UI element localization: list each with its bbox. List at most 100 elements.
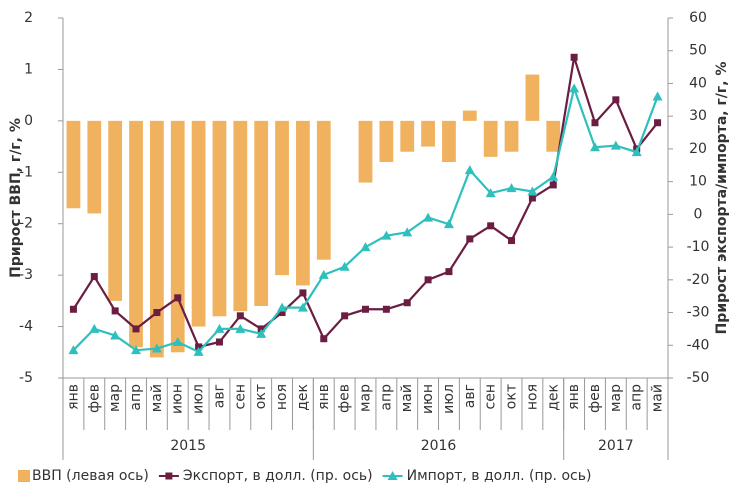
y2-tick-label: 60 [689, 10, 707, 26]
marker [423, 213, 433, 222]
legend-label: Импорт, в долл. (пр. ось) [407, 468, 592, 484]
group-label: 2017 [598, 438, 634, 454]
bar [254, 121, 268, 306]
x-tick-label: фев [86, 384, 102, 413]
bar [546, 121, 560, 152]
bar [505, 121, 519, 152]
x-tick-label: авг [462, 384, 478, 408]
bar [296, 121, 310, 286]
marker [404, 299, 411, 306]
legend-swatch [18, 470, 30, 482]
bar [275, 121, 289, 275]
y2-tick-label: 50 [689, 43, 707, 59]
bar [129, 121, 143, 347]
marker [654, 119, 661, 126]
marker [425, 276, 432, 283]
y-tick-label: -4 [19, 319, 33, 335]
marker [508, 237, 515, 244]
bar [421, 121, 435, 147]
marker [133, 325, 140, 332]
y2-axis-title: Прирост экспорта/импорта, г/г, % [714, 62, 730, 335]
x-tick-label: мар [358, 384, 374, 412]
marker [465, 165, 475, 174]
x-tick-label: июл [191, 384, 207, 414]
y2-tick-label: -30 [687, 305, 710, 321]
marker [89, 324, 99, 333]
x-tick-label: сен [232, 384, 248, 409]
x-tick-label: сен [483, 384, 499, 409]
x-tick-label: май [650, 384, 666, 412]
bar [87, 121, 101, 214]
marker [70, 306, 77, 313]
x-tick-label: янв [65, 384, 81, 410]
legend-label: Экспорт, в долл. (пр. ось) [183, 468, 373, 484]
x-tick-label: янв [316, 384, 332, 410]
bar [484, 121, 498, 157]
bar [359, 121, 373, 183]
marker [362, 306, 369, 313]
bar [526, 75, 540, 121]
marker [591, 119, 598, 126]
x-tick-label: фев [337, 384, 353, 413]
x-tick-label: дек [545, 384, 561, 411]
x-tick-label: июн [420, 384, 436, 414]
bar [400, 121, 414, 152]
bar [171, 121, 185, 352]
marker [153, 309, 160, 316]
marker [237, 312, 244, 319]
marker [466, 235, 473, 242]
y-tick-label: -3 [19, 267, 33, 283]
x-tick-label: май [399, 384, 415, 412]
bar [379, 121, 393, 162]
y2-tick-label: 0 [694, 206, 703, 222]
marker [487, 222, 494, 229]
x-tick-label: окт [253, 384, 269, 409]
x-tick-label: янв [566, 384, 582, 410]
y2-tick-label: 20 [689, 141, 707, 157]
marker [341, 312, 348, 319]
legend-label: ВВП (левая ось) [32, 468, 149, 484]
marker [216, 339, 223, 346]
y-tick-label: -1 [19, 164, 33, 180]
x-tick-label: июл [441, 384, 457, 414]
x-tick-label: мар [107, 384, 123, 412]
y2-tick-label: -40 [687, 337, 710, 353]
marker [571, 54, 578, 61]
x-tick-label: дек [295, 384, 311, 411]
x-tick-label: апр [128, 384, 144, 411]
bar [150, 121, 164, 358]
y-tick-label: -2 [19, 216, 33, 232]
x-tick-label: авг [211, 384, 227, 408]
y-axis-title: Прирост ВВП, г/г, % [8, 118, 24, 278]
y2-tick-label: 40 [689, 75, 707, 91]
marker [383, 306, 390, 313]
marker [174, 294, 181, 301]
marker [445, 268, 452, 275]
marker [299, 289, 306, 296]
y-tick-label: 1 [24, 61, 33, 77]
marker [653, 92, 663, 101]
y-tick-label: -5 [19, 370, 33, 386]
bar [233, 121, 247, 311]
marker [361, 242, 371, 251]
y2-tick-label: 30 [689, 108, 707, 124]
bar [317, 121, 331, 260]
bar [213, 121, 227, 316]
marker [548, 172, 558, 181]
marker [529, 195, 536, 202]
y-tick-label: 0 [24, 113, 33, 129]
y2-tick-label: -50 [687, 370, 710, 386]
x-tick-label: ноя [524, 384, 540, 410]
x-tick-label: май [149, 384, 165, 412]
marker [550, 181, 557, 188]
group-label: 2016 [421, 438, 457, 454]
x-tick-label: ноя [274, 384, 290, 410]
bar [463, 111, 477, 121]
x-tick-label: фев [587, 384, 603, 413]
y2-tick-label: -20 [687, 272, 710, 288]
x-tick-label: апр [378, 384, 394, 411]
x-tick-label: мар [608, 384, 624, 412]
x-tick-label: окт [504, 384, 520, 409]
marker [91, 273, 98, 280]
